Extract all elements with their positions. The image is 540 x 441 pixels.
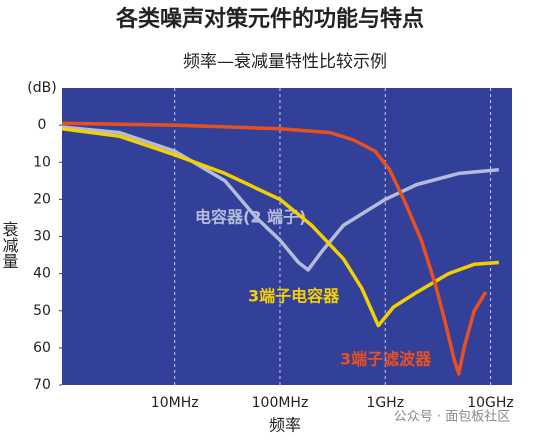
- legend-label: 3端子电容器: [248, 287, 340, 306]
- x-tick-label: 10MHz: [151, 395, 199, 411]
- legend-label: 电容器(2 端子): [195, 208, 306, 227]
- x-tick-label: 1GHz: [366, 395, 404, 411]
- chart-subtitle: 频率—衰减量特性比较示例: [183, 52, 387, 72]
- y-axis-label: 衰减量: [0, 221, 19, 269]
- y-tick-label: 0: [38, 117, 47, 133]
- y-tick-label: 20: [33, 191, 51, 207]
- watermark: 公众号 · 面包板社区: [394, 409, 510, 425]
- y-tick-label: 10: [33, 154, 51, 170]
- y-unit: (dB): [27, 80, 56, 96]
- y-tick-label: 60: [33, 340, 51, 356]
- legend-label: 3端子滤波器: [340, 350, 432, 369]
- y-tick-label: 30: [33, 229, 51, 245]
- y-tick-label: 40: [33, 266, 51, 282]
- x-tick-label: 10GHz: [467, 395, 514, 411]
- x-axis-label: 频率: [269, 416, 301, 435]
- x-tick-label: 100MHz: [252, 395, 309, 411]
- series-line: [61, 127, 499, 328]
- plot-area: [62, 88, 512, 385]
- y-tick-label: 50: [33, 303, 51, 319]
- y-tick-label: 70: [33, 377, 51, 393]
- chart-title: 各类噪声对策元件的功能与特点: [115, 6, 424, 32]
- series-line: [61, 121, 488, 376]
